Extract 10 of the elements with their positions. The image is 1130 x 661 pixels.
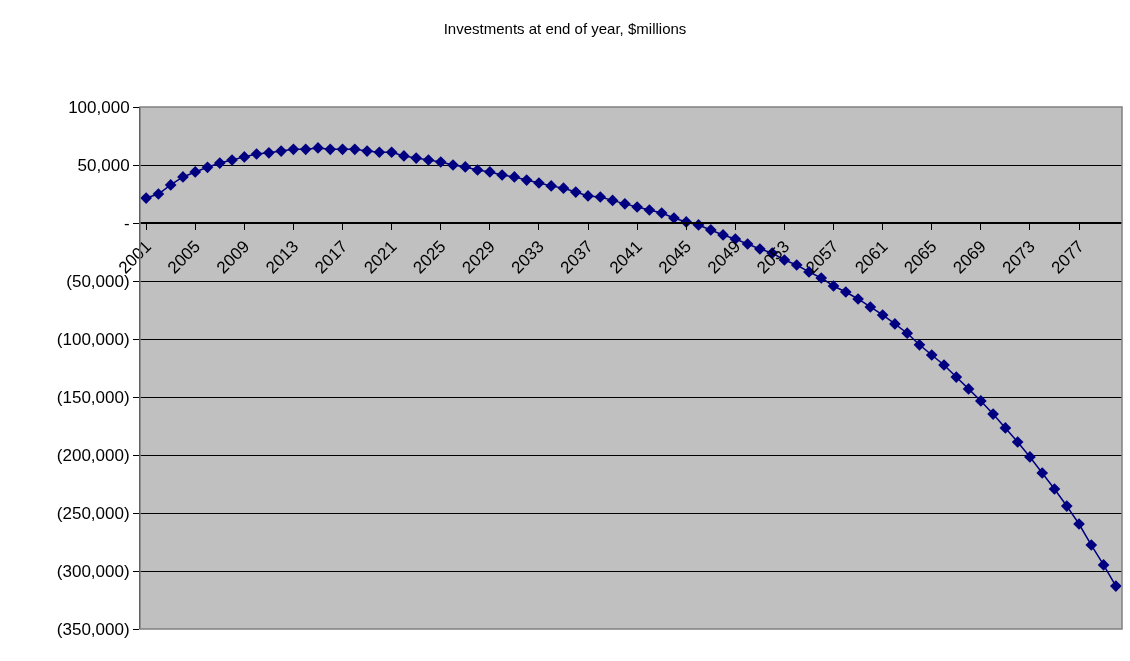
y-tick-label: (200,000) [56,445,130,465]
y-tick-label: (100,000) [56,329,130,349]
y-tick-label: (150,000) [56,387,130,407]
y-tick-label: 100,000 [68,97,130,117]
y-tick-label: (350,000) [56,619,130,639]
y-tick-label: 50,000 [77,155,130,175]
y-tick-label: (300,000) [56,561,130,581]
y-tick-label: - [123,213,130,233]
chart-title: Investments at end of year, $millions [443,19,687,37]
y-tick-label: (250,000) [56,503,130,523]
